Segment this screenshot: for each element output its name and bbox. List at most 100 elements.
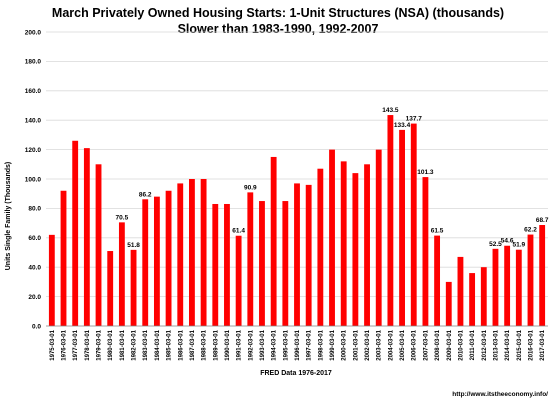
bar bbox=[200, 179, 207, 326]
y-tick-label: 200.0 bbox=[25, 29, 42, 36]
x-tick-label: 2006-03-01 bbox=[412, 329, 418, 360]
x-tick-label: 1997-03-01 bbox=[307, 329, 313, 360]
y-tick-label: 120.0 bbox=[25, 147, 42, 154]
bar bbox=[189, 179, 195, 326]
source-url: http://www.itstheeconomy.info/ bbox=[452, 391, 548, 398]
bar bbox=[352, 173, 359, 326]
y-tick-label: 100.0 bbox=[25, 176, 42, 183]
x-tick-label: 1988-03-01 bbox=[202, 329, 208, 360]
x-tick-label: 1985-03-01 bbox=[167, 329, 173, 360]
x-tick-label: 1991-03-01 bbox=[237, 329, 243, 360]
x-tick-label: 1986-03-01 bbox=[178, 329, 184, 360]
x-tick-label: 1979-03-01 bbox=[97, 329, 103, 360]
bar bbox=[247, 192, 254, 326]
bar bbox=[387, 115, 394, 327]
bar bbox=[457, 256, 464, 326]
x-tick-label: 2004-03-01 bbox=[388, 329, 394, 360]
data-label: 143.5 bbox=[382, 107, 399, 114]
bar bbox=[422, 177, 429, 326]
bar bbox=[95, 164, 102, 326]
bar bbox=[270, 156, 277, 326]
x-tick-label: 1982-03-01 bbox=[132, 329, 138, 360]
data-label: 61.4 bbox=[232, 228, 245, 235]
bar bbox=[515, 249, 522, 326]
bar bbox=[72, 140, 79, 326]
bar bbox=[224, 203, 230, 326]
bar bbox=[165, 190, 172, 326]
bar bbox=[410, 123, 417, 327]
bar bbox=[118, 222, 125, 326]
x-tick-label: 1989-03-01 bbox=[213, 329, 219, 360]
y-tick-label: 20.0 bbox=[28, 294, 41, 301]
bar bbox=[539, 225, 546, 326]
bar bbox=[399, 129, 405, 326]
bar bbox=[375, 149, 382, 326]
x-tick-label: 2013-03-01 bbox=[493, 329, 499, 360]
bar bbox=[212, 203, 219, 326]
gridlines bbox=[46, 31, 548, 298]
bar bbox=[527, 234, 534, 326]
bars bbox=[48, 115, 546, 327]
bar bbox=[329, 149, 335, 326]
data-label: 54.6 bbox=[501, 238, 514, 245]
x-tick-label: 1993-03-01 bbox=[260, 329, 266, 360]
x-tick-label: 2007-03-01 bbox=[423, 329, 429, 360]
x-tick-label: 2008-03-01 bbox=[435, 329, 441, 360]
bar bbox=[340, 161, 347, 326]
data-label: 68.7 bbox=[536, 217, 549, 224]
x-tick-label: 2001-03-01 bbox=[353, 329, 359, 360]
bar bbox=[294, 183, 300, 326]
chart-subtitle: Slower than 1983-1990, 1992-2007 bbox=[178, 22, 379, 36]
data-label: 62.2 bbox=[524, 227, 537, 234]
data-label: 137.7 bbox=[406, 116, 423, 123]
x-tick-label: 2002-03-01 bbox=[365, 329, 371, 360]
bar bbox=[364, 164, 370, 326]
x-tick-label: 1990-03-01 bbox=[225, 329, 231, 360]
bar bbox=[282, 201, 289, 326]
x-tick-label: 1999-03-01 bbox=[330, 329, 336, 360]
y-tick-label: 40.0 bbox=[28, 265, 41, 272]
x-tick-label: 1992-03-01 bbox=[248, 329, 254, 360]
x-tick-label: 1998-03-01 bbox=[318, 329, 324, 360]
y-tick-label: 60.0 bbox=[28, 235, 41, 242]
x-tick-label: 2011-03-01 bbox=[470, 329, 476, 360]
bar bbox=[434, 235, 441, 326]
bar bbox=[259, 201, 265, 326]
x-tick-label: 1995-03-01 bbox=[283, 329, 289, 360]
x-tick-label: 1994-03-01 bbox=[272, 329, 278, 360]
x-tick-label: 1983-03-01 bbox=[143, 329, 149, 360]
x-tick-label: 2012-03-01 bbox=[482, 329, 488, 360]
x-tick-label: 2005-03-01 bbox=[400, 329, 406, 360]
x-tick-label: 2003-03-01 bbox=[377, 329, 383, 360]
y-axis-ticks: 0.0 20.0 40.0 60.0 80.0 100.0 120.0 140.0 160.0 1… bbox=[25, 29, 42, 330]
x-tick-label: 1987-03-01 bbox=[190, 329, 196, 360]
x-tick-label: 1980-03-01 bbox=[108, 329, 114, 360]
x-tick-label: 1981-03-01 bbox=[120, 329, 126, 360]
y-tick-label: 80.0 bbox=[28, 206, 41, 213]
bar bbox=[492, 248, 499, 326]
data-label: 101.3 bbox=[417, 169, 434, 176]
x-tick-label: 1977-03-01 bbox=[73, 329, 79, 360]
bar bbox=[480, 267, 487, 326]
bar bbox=[305, 184, 312, 326]
data-label: 61.5 bbox=[431, 228, 444, 235]
bar bbox=[107, 251, 114, 326]
bar bbox=[317, 168, 324, 326]
x-tick-label: 2000-03-01 bbox=[342, 329, 348, 360]
x-tick-label: 1978-03-01 bbox=[85, 329, 91, 360]
bar bbox=[153, 196, 160, 326]
x-axis-label: FRED Data 1976-2017 bbox=[260, 370, 332, 377]
y-axis-label: Units Single Family (Thousands) bbox=[5, 162, 12, 271]
bar bbox=[469, 273, 476, 326]
x-tick-label: 1975-03-01 bbox=[50, 329, 56, 360]
bar bbox=[48, 234, 55, 326]
bar bbox=[130, 249, 137, 326]
data-label: 90.9 bbox=[244, 184, 257, 191]
y-tick-label: 180.0 bbox=[25, 59, 42, 66]
x-tick-label: 2014-03-01 bbox=[505, 329, 511, 360]
x-tick-label: 1976-03-01 bbox=[62, 329, 68, 360]
x-tick-label: 2010-03-01 bbox=[458, 329, 464, 360]
